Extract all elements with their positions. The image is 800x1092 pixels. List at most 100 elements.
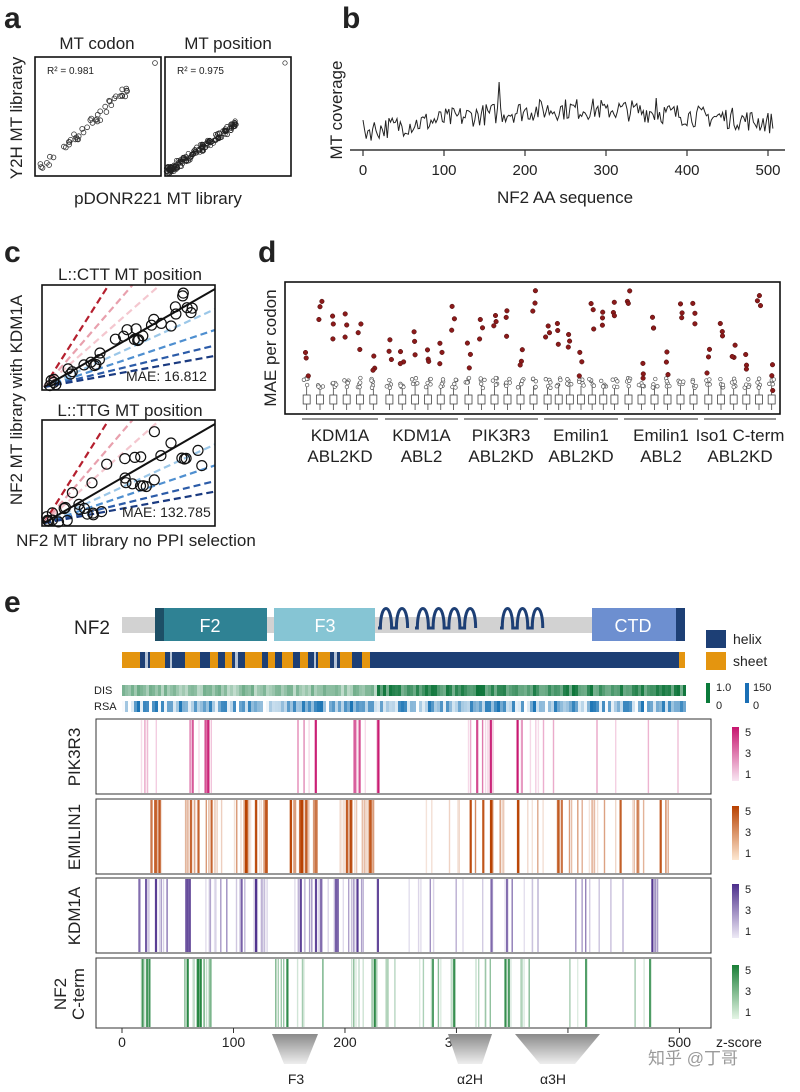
rsa-cell — [251, 701, 254, 712]
rsa-cell — [491, 701, 494, 712]
dis-cell — [434, 685, 437, 696]
interaction-bar — [277, 959, 279, 1027]
panel-c-bottom-plot — [41, 419, 216, 528]
high-mae-point — [316, 316, 322, 323]
interaction-bar — [213, 800, 216, 873]
rsa-cell — [512, 701, 515, 712]
dis-cell — [341, 685, 344, 696]
rsa-cell — [299, 701, 302, 712]
interaction-bar — [186, 959, 189, 1027]
interaction-bar — [312, 800, 314, 873]
dis-cell — [416, 685, 419, 696]
interaction-bar — [638, 800, 640, 873]
outlier-point — [398, 383, 403, 388]
group-label-line2: ABL2KD — [707, 447, 772, 466]
interaction-bar — [560, 800, 563, 873]
rsa-cell — [122, 701, 125, 712]
rsa-cell — [317, 701, 320, 712]
scatter-point — [207, 137, 213, 143]
dis-cell — [653, 685, 656, 696]
outlier-point — [610, 377, 615, 382]
interaction-bar — [147, 879, 150, 952]
dis-cell — [347, 685, 350, 696]
helix-coils — [378, 607, 545, 630]
dis-cell — [422, 685, 425, 696]
dis-cell — [608, 685, 611, 696]
interaction-bar — [186, 879, 189, 952]
rsa-cell — [599, 701, 602, 712]
group-label-line1: Emilin1 — [633, 426, 689, 445]
guide-line — [43, 464, 216, 525]
interaction-bar — [506, 879, 509, 952]
interaction-bar — [149, 959, 151, 1027]
interaction-bar — [431, 959, 434, 1027]
panel-d-letter: d — [258, 236, 276, 269]
rsa-cell — [218, 701, 221, 712]
dis-cell — [566, 685, 569, 696]
row-kdm1a-scale-3: 3 — [745, 905, 751, 917]
interaction-bar — [452, 959, 454, 1027]
legend-helix-swatch — [706, 630, 726, 648]
interaction-bar — [419, 959, 421, 1027]
dis-cell — [572, 685, 575, 696]
interaction-bar — [656, 879, 659, 952]
interaction-bar — [528, 959, 530, 1027]
interaction-bar — [363, 800, 365, 873]
interaction-bar — [336, 879, 339, 952]
rsa-cell — [563, 701, 566, 712]
box — [477, 394, 486, 405]
box — [742, 394, 751, 405]
rsa-cell — [137, 701, 140, 712]
x-tick-label: 300 — [593, 162, 618, 179]
interaction-bar — [294, 879, 296, 952]
row-pik3r3: PIK3R3 5 3 1 — [65, 718, 751, 795]
interaction-bar — [450, 959, 452, 1027]
box — [411, 394, 419, 405]
region-f3-label: F3 — [288, 1071, 305, 1087]
scatter-point — [198, 144, 205, 150]
rsa-cell — [134, 701, 137, 712]
row-pik3r3-frame — [95, 718, 712, 795]
guide-line — [43, 308, 216, 389]
outlier-point — [756, 385, 761, 390]
dis-cell — [521, 685, 524, 696]
dis-cell — [299, 685, 302, 696]
ss-sheet-segment — [150, 652, 165, 668]
high-mae-point — [554, 320, 560, 327]
dis-cell — [221, 685, 224, 696]
interaction-bar — [235, 800, 238, 873]
group-label-line2: ABL2KD — [468, 447, 533, 466]
interaction-bar — [458, 800, 460, 873]
box — [516, 394, 525, 405]
dis-cell — [404, 685, 407, 696]
rsa-cell — [155, 701, 158, 712]
scatter-point — [169, 301, 181, 313]
rsa-cell — [368, 701, 371, 712]
rsa-cell — [431, 701, 434, 712]
interaction-bar — [354, 720, 357, 793]
dis-cell — [152, 685, 155, 696]
interaction-bar — [266, 879, 268, 952]
interaction-bar — [499, 800, 501, 873]
interaction-bar — [361, 800, 363, 873]
rsa-cell — [221, 701, 224, 712]
scatter-point — [101, 458, 113, 470]
interaction-bar — [299, 800, 302, 873]
box — [503, 394, 512, 405]
interaction-bar — [313, 800, 315, 873]
rsa-cell — [464, 701, 467, 712]
dis-cell — [548, 685, 551, 696]
dis-cell — [644, 685, 647, 696]
dis-cell — [614, 685, 617, 696]
interaction-bar — [248, 800, 250, 873]
high-mae-point — [625, 300, 631, 306]
interaction-bar — [245, 800, 248, 873]
rsa-cell — [323, 701, 326, 712]
dis-cell — [212, 685, 215, 696]
dis-cell — [647, 685, 650, 696]
high-mae-point — [679, 315, 685, 321]
rsa-cell — [371, 701, 374, 712]
interaction-bar — [294, 800, 297, 873]
rsa-cell — [524, 701, 527, 712]
high-mae-point — [567, 338, 573, 344]
